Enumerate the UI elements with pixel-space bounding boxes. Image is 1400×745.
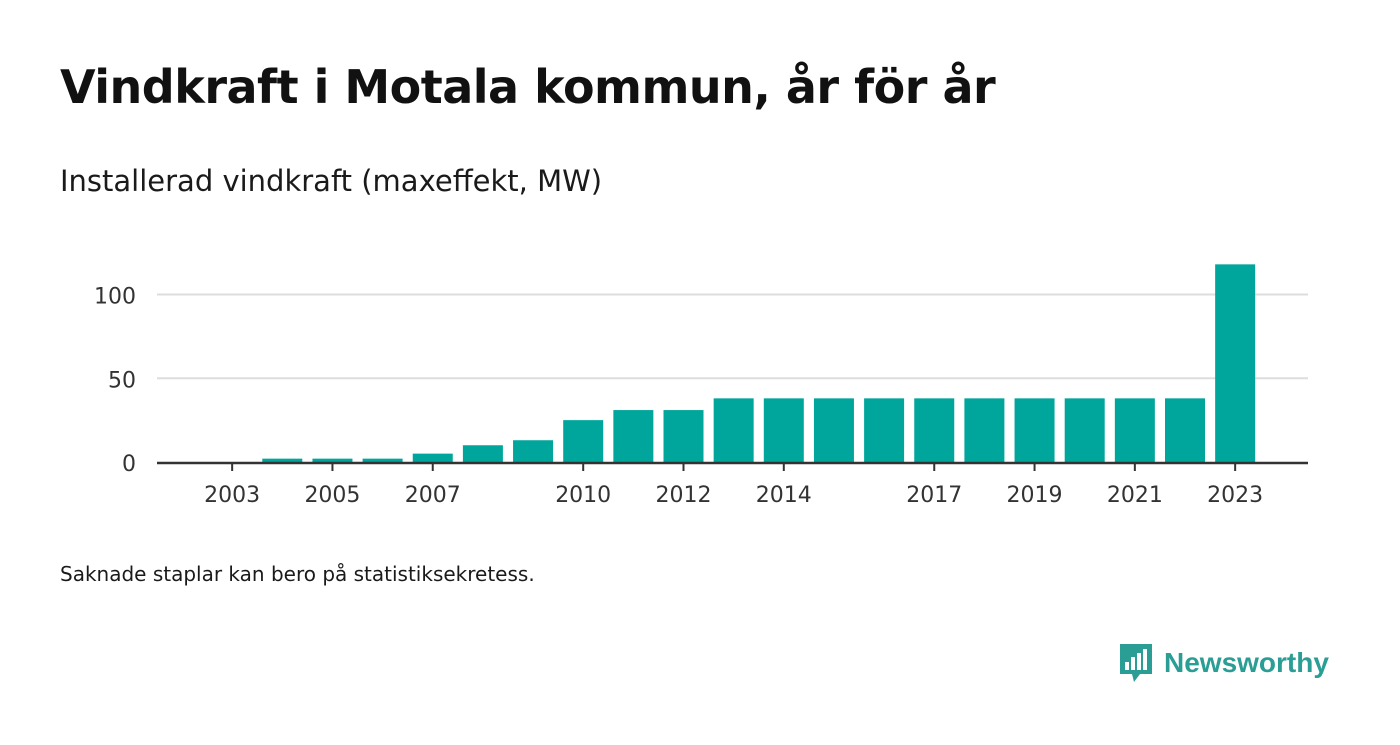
bar-2008 <box>462 445 503 462</box>
bar-2004 <box>262 458 303 462</box>
x-tick-label: 2003 <box>204 483 260 508</box>
chart-title: Vindkraft i Motala kommun, år för år <box>60 60 996 114</box>
bar-2019 <box>1014 398 1055 462</box>
bar-2011 <box>613 410 654 462</box>
y-tick-label: 50 <box>108 368 136 393</box>
x-tick-label: 2023 <box>1207 483 1263 508</box>
bar-2006 <box>362 458 403 462</box>
x-tick-label: 2010 <box>555 483 611 508</box>
x-tick-label: 2017 <box>906 483 962 508</box>
x-tick-label: 2019 <box>1007 483 1063 508</box>
bar-2022 <box>1165 398 1205 462</box>
bar-2018 <box>964 398 1005 462</box>
bar-2013 <box>713 398 754 462</box>
bar-2014 <box>763 398 804 462</box>
brand-name: Newsworthy <box>1164 647 1329 678</box>
x-tick-label: 2007 <box>405 483 461 508</box>
x-tick-label: 2012 <box>656 483 712 508</box>
bar-2021 <box>1114 398 1155 462</box>
bar-2010 <box>563 420 604 462</box>
y-axis-ticks: 0 50 100 <box>94 285 136 478</box>
bar-2012 <box>663 410 704 462</box>
bar-2005 <box>312 458 353 462</box>
bar-2007 <box>412 453 453 462</box>
x-tick-label: 2014 <box>756 483 812 508</box>
x-axis-ticks: 2003 2005 2007 2010 2012 2014 2017 2019 2021 2023 <box>204 463 1263 508</box>
bars <box>262 264 1256 462</box>
footnote: Saknade staplar kan bero på statistiksek… <box>60 562 535 586</box>
brand-logo[interactable]: Newsworthy <box>1118 642 1329 684</box>
bar-2016 <box>864 398 905 462</box>
bar-2020 <box>1064 398 1105 462</box>
x-tick-label: 2021 <box>1107 483 1163 508</box>
chart-subtitle: Installerad vindkraft (maxeffekt, MW) <box>60 164 603 198</box>
y-tick-label: 100 <box>94 285 136 310</box>
bar-2023 <box>1215 264 1256 462</box>
newsworthy-logo-icon <box>1120 644 1152 682</box>
bar-2015 <box>813 398 854 462</box>
x-tick-label: 2005 <box>304 483 360 508</box>
bar-2017 <box>914 398 955 462</box>
gridlines <box>157 293 1308 380</box>
bar-2009 <box>513 440 554 462</box>
y-tick-label: 0 <box>122 452 136 477</box>
